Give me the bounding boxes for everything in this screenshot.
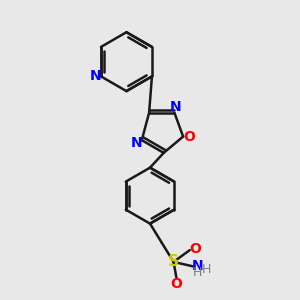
Text: H: H [202,263,212,276]
Text: O: O [171,277,182,291]
Text: N: N [131,136,142,149]
Text: N: N [90,69,101,83]
Text: N: N [191,259,203,273]
Text: O: O [189,242,201,256]
Text: N: N [170,100,182,115]
Text: H: H [192,266,202,279]
Text: O: O [184,130,196,144]
Text: S: S [168,254,179,269]
